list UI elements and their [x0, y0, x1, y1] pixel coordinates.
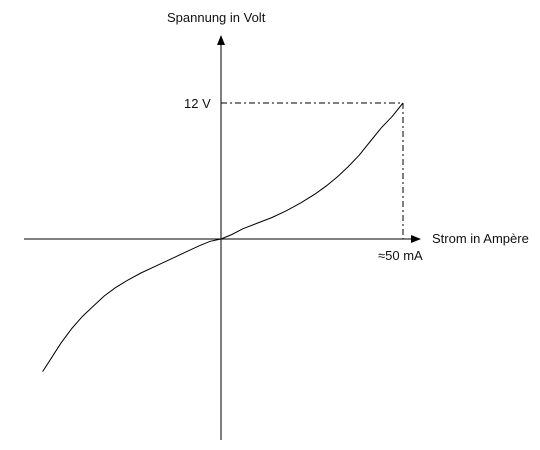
x-axis-label: Strom in Ampère [432, 231, 529, 246]
characteristic-curve [42, 102, 404, 372]
y-axis-label: Spannung in Volt [167, 10, 266, 25]
x-marker-label: ≈50 mA [378, 248, 423, 263]
y-marker-label: 12 V [184, 96, 211, 111]
